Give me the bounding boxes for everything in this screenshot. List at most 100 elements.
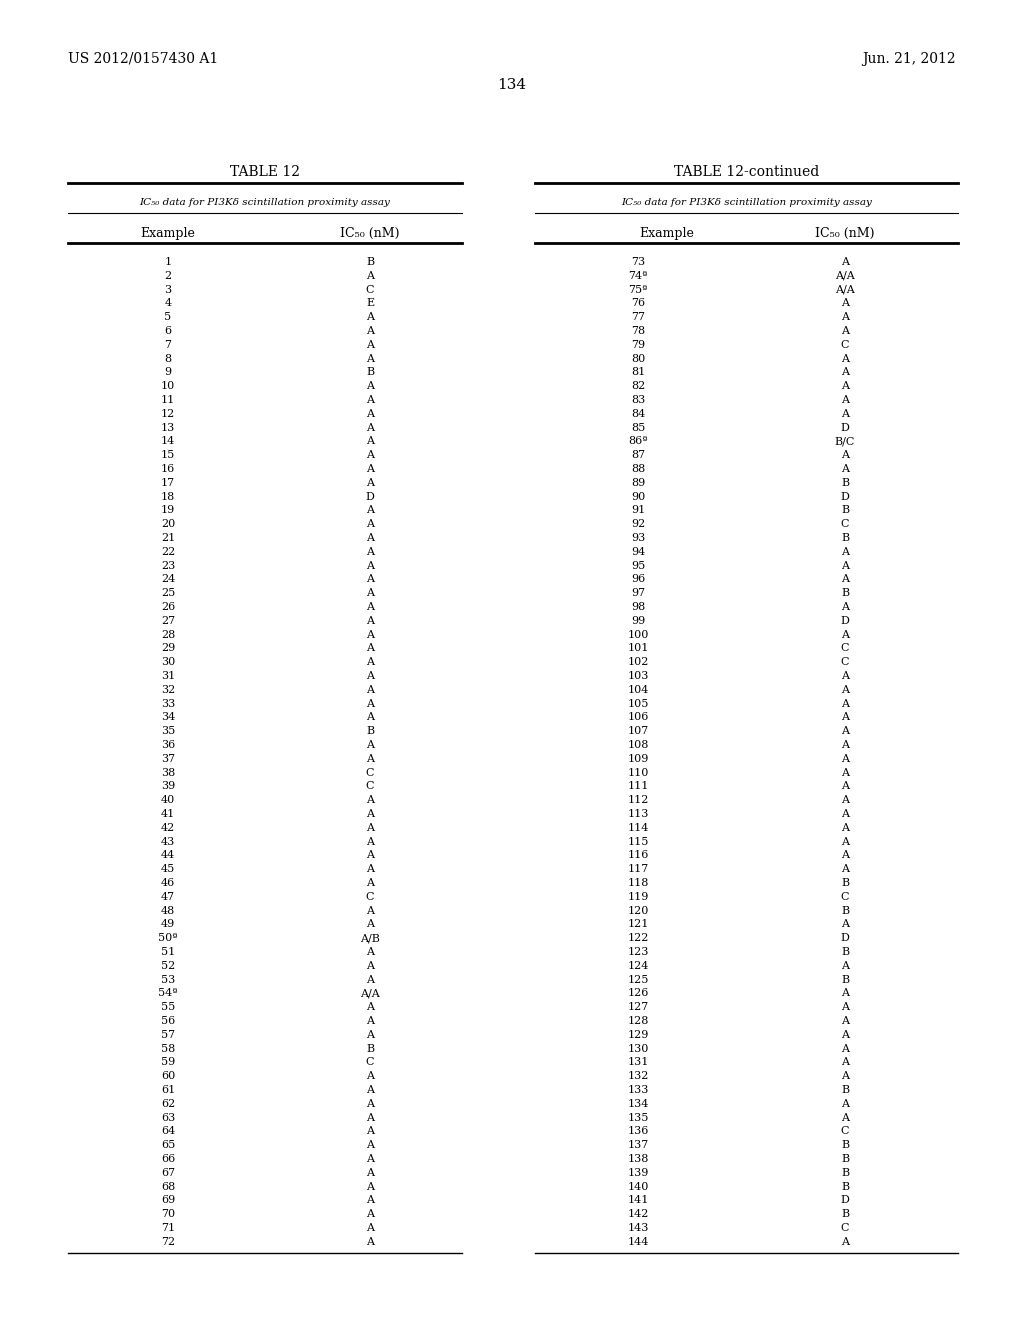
Text: A: A [841,450,849,461]
Text: 121: 121 [628,920,648,929]
Text: 106: 106 [628,713,648,722]
Text: A: A [366,657,374,667]
Text: 104: 104 [628,685,648,694]
Text: A/A: A/A [836,285,855,294]
Text: D: D [366,491,375,502]
Text: A: A [841,1057,849,1068]
Text: A: A [366,1113,374,1122]
Text: 94: 94 [631,546,645,557]
Text: 74ª: 74ª [629,271,648,281]
Text: 142: 142 [628,1209,648,1220]
Text: 51: 51 [161,946,175,957]
Text: 114: 114 [628,822,648,833]
Text: A: A [366,533,374,543]
Text: A: A [366,1030,374,1040]
Text: 67: 67 [161,1168,175,1177]
Text: A: A [366,630,374,640]
Text: 116: 116 [628,850,648,861]
Text: B: B [841,589,849,598]
Text: A: A [841,1044,849,1053]
Text: 137: 137 [628,1140,648,1150]
Text: 43: 43 [161,837,175,846]
Text: 16: 16 [161,465,175,474]
Text: 133: 133 [628,1085,648,1096]
Text: A: A [366,313,374,322]
Text: 15: 15 [161,450,175,461]
Text: 41: 41 [161,809,175,818]
Text: 6: 6 [165,326,172,337]
Text: D: D [841,1196,850,1205]
Text: A: A [841,713,849,722]
Text: 73: 73 [631,257,645,267]
Text: 115: 115 [628,837,648,846]
Text: D: D [841,933,850,944]
Text: 83: 83 [631,395,645,405]
Text: 53: 53 [161,974,175,985]
Text: 120: 120 [628,906,648,916]
Text: A: A [366,920,374,929]
Text: A: A [366,1002,374,1012]
Text: A: A [366,906,374,916]
Text: C: C [366,285,374,294]
Text: A: A [841,630,849,640]
Text: 46: 46 [161,878,175,888]
Text: A: A [841,920,849,929]
Text: IC₅₀ data for PI3Kδ scintillation proximity assay: IC₅₀ data for PI3Kδ scintillation proxim… [622,198,872,207]
Text: A: A [841,1016,849,1026]
Text: A: A [841,822,849,833]
Text: A: A [366,1126,374,1137]
Text: A: A [841,561,849,570]
Text: A: A [366,546,374,557]
Text: A: A [366,1072,374,1081]
Text: 65: 65 [161,1140,175,1150]
Text: A: A [366,946,374,957]
Text: A: A [841,989,849,998]
Text: 7: 7 [165,339,171,350]
Text: A: A [841,298,849,309]
Text: A: A [366,616,374,626]
Text: TABLE 12: TABLE 12 [230,165,300,180]
Text: 63: 63 [161,1113,175,1122]
Text: 123: 123 [628,946,648,957]
Text: 99: 99 [631,616,645,626]
Text: A: A [366,822,374,833]
Text: 141: 141 [628,1196,648,1205]
Text: 111: 111 [628,781,648,792]
Text: A: A [841,574,849,585]
Text: A: A [366,271,374,281]
Text: A: A [841,1002,849,1012]
Text: A: A [841,546,849,557]
Text: A: A [366,506,374,515]
Text: 92: 92 [631,519,645,529]
Text: A: A [841,865,849,874]
Text: 11: 11 [161,395,175,405]
Text: 17: 17 [161,478,175,488]
Text: A: A [366,339,374,350]
Text: 131: 131 [628,1057,648,1068]
Text: 18: 18 [161,491,175,502]
Text: A: A [366,478,374,488]
Text: A: A [841,754,849,764]
Text: 79: 79 [631,339,645,350]
Text: 54ª: 54ª [159,989,178,998]
Text: C: C [841,1224,849,1233]
Text: A: A [841,685,849,694]
Text: A: A [366,643,374,653]
Text: A: A [366,602,374,612]
Text: 143: 143 [628,1224,648,1233]
Text: 84: 84 [631,409,645,418]
Text: B: B [841,1154,849,1164]
Text: 93: 93 [631,533,645,543]
Text: 127: 127 [628,1002,648,1012]
Text: 78: 78 [631,326,645,337]
Text: A: A [841,726,849,737]
Text: A: A [366,422,374,433]
Text: A: A [366,450,374,461]
Text: A: A [366,465,374,474]
Text: B: B [841,1085,849,1096]
Text: 75ª: 75ª [629,285,648,294]
Text: A: A [841,1113,849,1122]
Text: 125: 125 [628,974,648,985]
Text: 105: 105 [628,698,648,709]
Text: IC₅₀ (nM): IC₅₀ (nM) [340,227,399,240]
